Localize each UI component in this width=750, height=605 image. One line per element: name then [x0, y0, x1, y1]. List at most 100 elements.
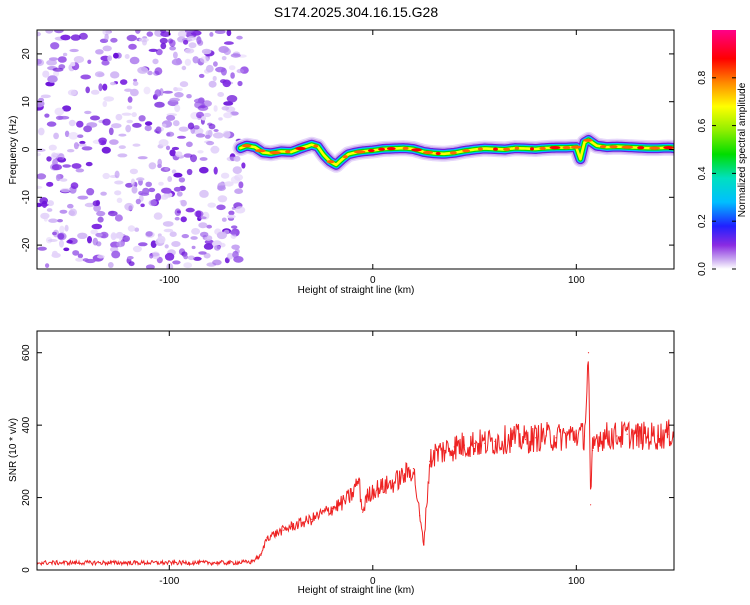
noise-blob — [55, 157, 63, 161]
y-tick-label: 0 — [21, 567, 32, 573]
track-peak — [503, 147, 511, 151]
noise-blob — [132, 245, 142, 253]
noise-blob — [73, 56, 85, 63]
track-peak — [609, 145, 618, 149]
noise-blob — [146, 31, 154, 37]
noise-blob — [174, 92, 184, 98]
noise-blob — [226, 95, 238, 103]
noise-blob — [70, 182, 79, 190]
snr-line — [37, 361, 674, 567]
noise-blob — [46, 208, 53, 212]
noise-blob — [174, 208, 181, 216]
snr-point — [443, 449, 445, 452]
snr-point — [606, 435, 608, 437]
noise-blob — [107, 55, 112, 62]
noise-blob — [205, 64, 214, 73]
noise-blob — [98, 137, 107, 144]
noise-blob — [159, 37, 168, 44]
noise-blob — [117, 153, 128, 158]
noise-blob — [110, 81, 116, 86]
noise-blob — [50, 42, 60, 50]
x-tick-label: 100 — [568, 275, 585, 286]
noise-blob — [208, 80, 217, 88]
noise-blob — [38, 127, 45, 136]
noise-blob — [157, 158, 162, 167]
snr-point — [351, 493, 353, 495]
noise-blob — [84, 202, 95, 208]
noise-blob — [137, 156, 148, 160]
y-tick-label: 200 — [21, 489, 32, 506]
noise-blob — [184, 30, 194, 34]
snr-point — [626, 433, 628, 435]
track-peak — [649, 146, 661, 150]
noise-blob — [108, 127, 114, 136]
noise-blob — [220, 172, 230, 179]
noise-blob — [214, 30, 226, 34]
noise-blob — [199, 157, 208, 161]
noise-blob — [223, 101, 234, 106]
noise-blob — [152, 58, 159, 65]
noise-blob — [183, 254, 189, 260]
noise-blob — [37, 202, 42, 208]
noise-blob — [213, 61, 218, 67]
y-tick-label: 20 — [21, 48, 32, 60]
noise-blob — [204, 134, 211, 139]
noise-blob — [110, 37, 118, 43]
noise-blob — [71, 163, 82, 169]
noise-blob — [38, 97, 45, 103]
noise-blob — [221, 217, 227, 222]
noise-blob — [222, 130, 231, 139]
noise-blob — [234, 206, 246, 214]
noise-blob — [212, 259, 222, 266]
snr-point — [423, 544, 425, 546]
snr-point — [463, 444, 465, 446]
noise-blob — [59, 239, 64, 248]
noise-blob — [166, 114, 176, 121]
noise-blob — [198, 216, 207, 220]
noise-blob — [77, 143, 87, 147]
snr-point — [524, 439, 527, 441]
noise-blob — [126, 34, 137, 42]
track-peak — [493, 147, 498, 151]
noise-blob — [196, 36, 202, 45]
noise-blob — [114, 214, 123, 222]
noise-blob — [47, 200, 54, 207]
noise-blob — [232, 250, 239, 259]
noise-blob — [62, 164, 71, 168]
noise-blob — [94, 71, 105, 78]
noise-blob — [120, 79, 128, 85]
noise-blob — [148, 162, 157, 170]
noise-blob — [86, 122, 98, 128]
track-peak — [621, 145, 634, 149]
noise-blob — [166, 131, 175, 137]
noise-blob — [171, 169, 177, 174]
noise-blob — [221, 106, 230, 111]
snr-point — [366, 497, 368, 499]
noise-blob — [37, 185, 43, 189]
noise-blob — [154, 67, 163, 75]
noise-blob — [241, 162, 246, 169]
noise-blob — [109, 139, 119, 145]
y-tick-label: -10 — [21, 190, 32, 205]
track-peak — [570, 145, 582, 149]
noise-blob — [179, 81, 189, 88]
noise-blob — [197, 105, 209, 111]
snr-point — [358, 478, 360, 481]
noise-blob — [59, 209, 68, 214]
noise-blob — [57, 56, 67, 63]
noise-blob — [190, 154, 197, 163]
snr-point — [66, 562, 69, 564]
colorbar-tick-label: 0.4 — [697, 166, 708, 180]
noise-blob — [172, 260, 181, 265]
noise-blob — [226, 30, 232, 37]
noise-blob — [58, 115, 70, 120]
noise-blob — [158, 181, 164, 186]
noise-blob — [162, 90, 173, 94]
noise-blob — [232, 166, 242, 175]
noise-blob — [47, 239, 58, 242]
noise-blob — [121, 112, 132, 116]
noise-blob — [51, 164, 63, 171]
noise-blob — [206, 224, 212, 229]
